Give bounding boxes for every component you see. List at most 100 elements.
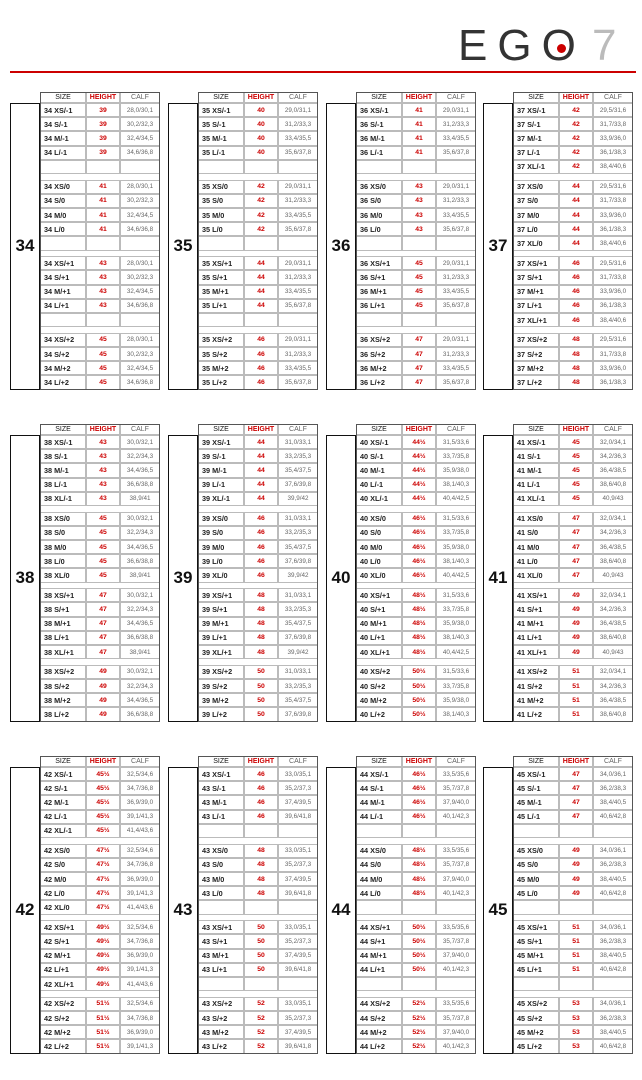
height-cell: 42 [244, 222, 278, 237]
height-cell: 45 [402, 298, 436, 313]
height-cell: 50½ [402, 962, 436, 977]
height-cell: 50½ [402, 693, 436, 708]
height-cell: 49½ [86, 962, 120, 977]
height-cell: 41 [402, 145, 436, 160]
height-cell: 45 [559, 477, 593, 492]
height-cell: 43 [86, 477, 120, 492]
height-cell: 49 [86, 679, 120, 694]
blank-cell [244, 900, 278, 915]
logo-number: 7 [592, 21, 617, 70]
height-cell: 49½ [86, 934, 120, 949]
height-cell: 47 [559, 554, 593, 569]
height-cell: 41 [86, 179, 120, 194]
height-cell: 47 [402, 361, 436, 376]
height-cell: 44 [244, 491, 278, 506]
height-cell: 49 [559, 645, 593, 660]
height-cell: 40 [244, 131, 278, 146]
size-number: 45 [483, 767, 513, 1054]
height-cell: 52 [244, 1025, 278, 1040]
height-cell: 46½ [402, 540, 436, 555]
height-cell: 44½ [402, 491, 436, 506]
blank-cell [559, 823, 593, 838]
height-cell: 47½ [86, 857, 120, 872]
height-cell: 41 [86, 208, 120, 223]
height-cell: 46 [559, 256, 593, 271]
height-cell: 48½ [402, 630, 436, 645]
height-cell: 46 [244, 540, 278, 555]
height-cell: 42 [244, 179, 278, 194]
height-cell: 43 [86, 435, 120, 450]
height-cell: 44 [559, 208, 593, 223]
height-cell: 49 [559, 630, 593, 645]
height-cell: 49 [559, 857, 593, 872]
height-cell: 46½ [402, 554, 436, 569]
height-cell: 44 [244, 298, 278, 313]
blank-cell [402, 977, 436, 992]
height-cell: 44 [559, 179, 593, 194]
height-cell: 47½ [86, 886, 120, 901]
height-cell: 49½ [86, 977, 120, 992]
table-border [198, 756, 318, 1054]
height-cell: 42 [559, 131, 593, 146]
height-cell: 51 [559, 664, 593, 679]
height-cell: 47½ [86, 843, 120, 858]
height-cell: 39 [86, 131, 120, 146]
height-cell: 47 [86, 645, 120, 660]
height-cell: 42 [559, 145, 593, 160]
height-cell: 45 [86, 361, 120, 376]
height-cell: 47 [559, 781, 593, 796]
height-cell: 50½ [402, 934, 436, 949]
height-cell: 44 [244, 270, 278, 285]
height-cell: 39 [86, 103, 120, 118]
size-number: 42 [10, 767, 40, 1054]
height-cell: 48 [244, 886, 278, 901]
height-cell: 46½ [402, 795, 436, 810]
blank-cell [402, 823, 436, 838]
height-cell: 39 [86, 117, 120, 132]
blank-cell [559, 900, 593, 915]
height-cell: 47 [86, 602, 120, 617]
height-cell: 47 [559, 540, 593, 555]
height-cell: 49 [559, 843, 593, 858]
height-cell: 49 [86, 664, 120, 679]
height-cell: 44 [244, 284, 278, 299]
height-cell: 39 [86, 145, 120, 160]
height-cell: 46 [244, 795, 278, 810]
height-cell: 46 [244, 511, 278, 526]
height-cell: 48 [559, 347, 593, 362]
height-cell: 53 [559, 1025, 593, 1040]
height-cell: 46 [559, 284, 593, 299]
blank-cell [244, 977, 278, 992]
height-cell: 45½ [86, 809, 120, 824]
height-cell: 45 [559, 463, 593, 478]
height-cell: 47 [402, 332, 436, 347]
blank-cell [86, 313, 120, 328]
height-cell: 50½ [402, 664, 436, 679]
height-cell: 53 [559, 996, 593, 1011]
height-cell: 46 [244, 781, 278, 796]
size-number: 44 [326, 767, 356, 1054]
height-cell: 43 [402, 193, 436, 208]
size-number: 35 [168, 103, 198, 390]
height-cell: 44½ [402, 449, 436, 464]
height-cell: 52 [244, 996, 278, 1011]
height-cell: 42 [559, 159, 593, 174]
height-cell: 51 [559, 679, 593, 694]
height-cell: 50 [244, 948, 278, 963]
height-cell: 51 [559, 934, 593, 949]
height-cell: 44 [559, 193, 593, 208]
blank-cell [244, 236, 278, 251]
height-cell: 47 [559, 767, 593, 782]
height-cell: 48 [244, 843, 278, 858]
height-cell: 47½ [86, 900, 120, 915]
height-cell: 50 [244, 962, 278, 977]
height-cell: 43 [86, 284, 120, 299]
table-border [40, 756, 160, 1054]
size-number: 40 [326, 435, 356, 722]
height-cell: 46½ [402, 809, 436, 824]
height-cell: 45 [402, 256, 436, 271]
height-cell: 51½ [86, 1011, 120, 1026]
height-cell: 41 [402, 131, 436, 146]
height-cell: 46½ [402, 568, 436, 583]
height-cell: 42 [244, 193, 278, 208]
